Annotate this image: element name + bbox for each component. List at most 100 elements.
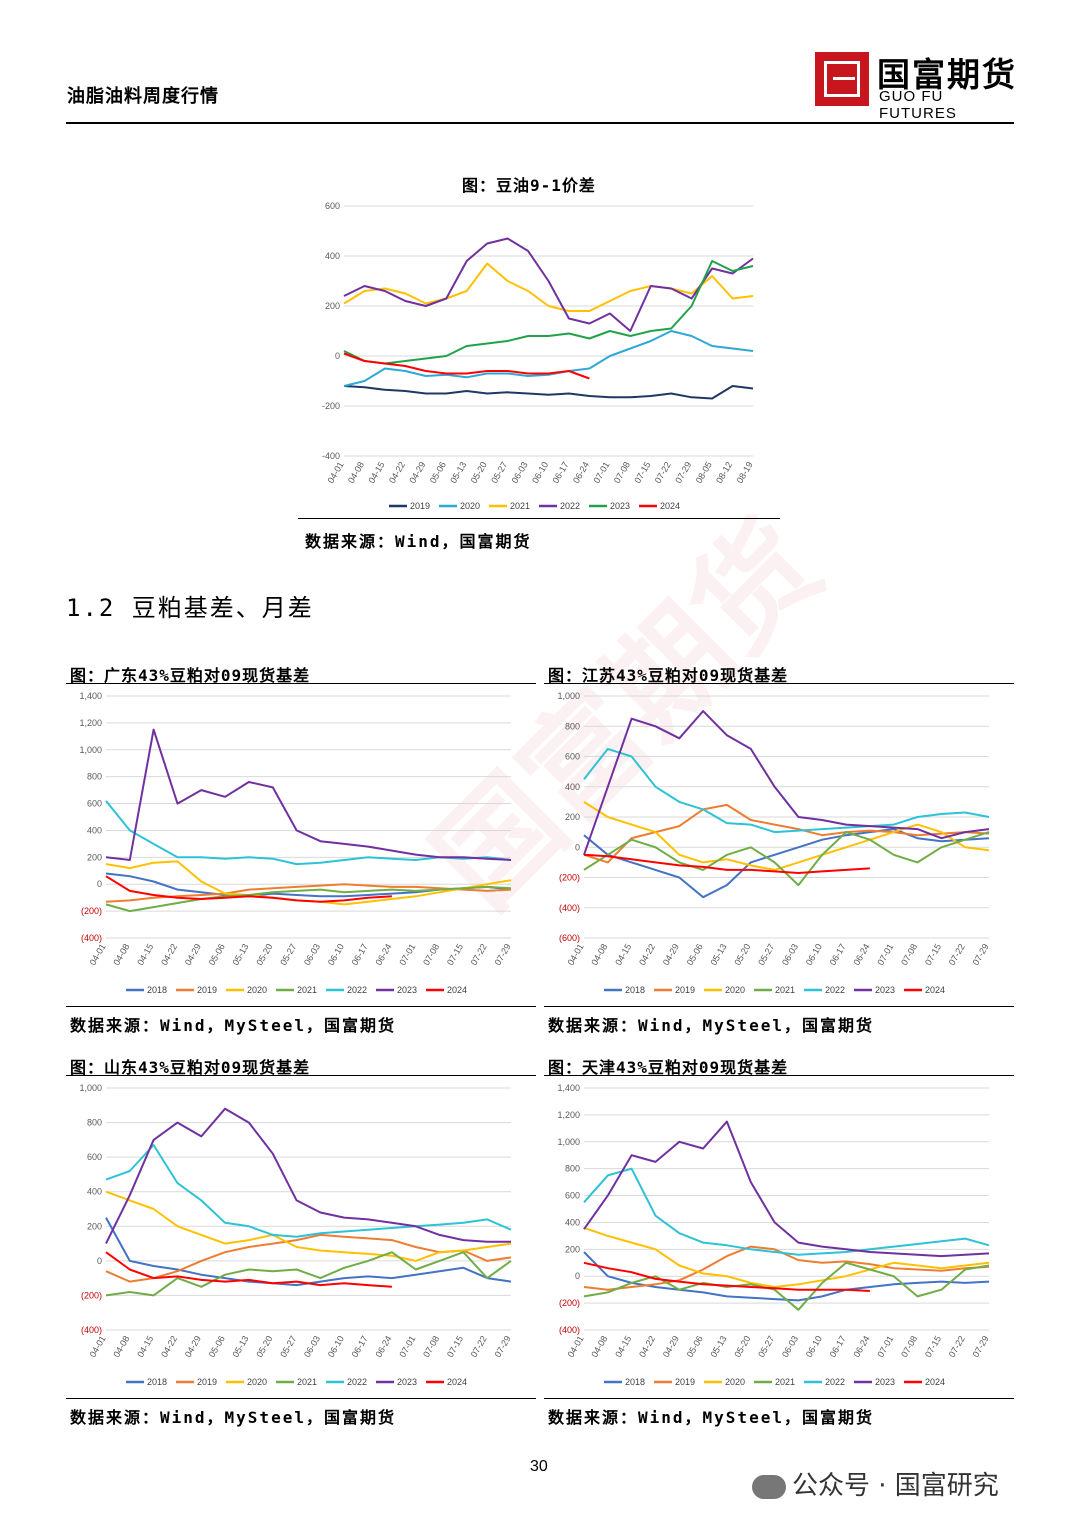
c5-series-2024 bbox=[583, 1261, 870, 1292]
c2-y-tick-label: (400) bbox=[81, 933, 102, 943]
c4-legend-label: 2023 bbox=[397, 1377, 417, 1387]
c4-y-tick-label: 0 bbox=[97, 1256, 102, 1266]
c3-legend-label: 2022 bbox=[825, 985, 845, 995]
c3-series-2024 bbox=[583, 853, 870, 874]
c3-x-tick-label: 06-10 bbox=[804, 942, 824, 967]
c1-x-tick-label: 07-08 bbox=[612, 460, 632, 485]
c2-y-tick-label: 0 bbox=[97, 879, 102, 889]
chart2-top-rule bbox=[66, 683, 536, 684]
c1-series-2024 bbox=[343, 352, 590, 380]
c1-series-2023 bbox=[343, 260, 754, 365]
c4-x-tick-label: 07-22 bbox=[469, 1334, 489, 1359]
c2-x-tick-label: 04-15 bbox=[135, 942, 155, 967]
c2-x-tick-label: 07-29 bbox=[493, 942, 513, 967]
c5-x-tick-label: 05-06 bbox=[685, 1334, 705, 1359]
c1-x-tick-label: 07-22 bbox=[653, 460, 673, 485]
c3-x-tick-label: 07-01 bbox=[875, 942, 895, 967]
c2-y-tick-label: 1,000 bbox=[79, 745, 102, 755]
c1-legend-label: 2022 bbox=[560, 501, 580, 511]
c2-legend-label: 2021 bbox=[297, 985, 317, 995]
c2-series-2018 bbox=[105, 872, 512, 898]
c1-x-tick-label: 04-22 bbox=[387, 460, 407, 485]
wechat-label: 公众号 · 国富研究 bbox=[792, 1471, 999, 1501]
c4-series-2021 bbox=[105, 1251, 512, 1297]
c5-legend-label: 2023 bbox=[875, 1377, 895, 1387]
c2-y-tick-label: 600 bbox=[87, 799, 102, 809]
c3-y-tick-label: 200 bbox=[565, 812, 580, 822]
chart3-bottom-rule bbox=[544, 1006, 1014, 1007]
c1-x-tick-label: 08-19 bbox=[735, 460, 755, 485]
c4-x-tick-label: 04-01 bbox=[88, 1334, 108, 1359]
c4-series-2023 bbox=[105, 1107, 511, 1245]
c3-x-tick-label: 05-27 bbox=[756, 942, 776, 967]
c2-x-tick-label: 06-24 bbox=[373, 942, 393, 967]
c2-series-2023 bbox=[105, 728, 512, 861]
c4-legend-label: 2018 bbox=[147, 1377, 167, 1387]
c1-legend-label: 2019 bbox=[410, 501, 430, 511]
c1-series-2021 bbox=[343, 262, 754, 312]
c3-x-tick-label: 07-29 bbox=[971, 942, 991, 967]
c1-x-tick-label: 07-29 bbox=[673, 460, 693, 485]
c1-x-tick-label: 06-24 bbox=[571, 460, 591, 485]
c4-x-tick-label: 04-22 bbox=[159, 1334, 179, 1359]
c4-x-tick-label: 04-08 bbox=[111, 1334, 131, 1359]
c4-x-tick-label: 04-29 bbox=[183, 1334, 203, 1359]
c1-x-tick-label: 05-06 bbox=[428, 460, 448, 485]
c2-y-tick-label: 1,400 bbox=[79, 691, 102, 701]
c2-legend-label: 2018 bbox=[147, 985, 167, 995]
c5-x-tick-label: 06-17 bbox=[828, 1334, 848, 1359]
chart4-title: 图：山东43%豆粕对09现货基差 bbox=[70, 1058, 311, 1077]
c4-y-tick-label: 200 bbox=[87, 1221, 102, 1231]
c5-y-tick-label: 400 bbox=[565, 1217, 580, 1227]
c4-x-tick-label: 05-20 bbox=[254, 1334, 274, 1359]
c4-legend-label: 2019 bbox=[197, 1377, 217, 1387]
c5-y-tick-label: (200) bbox=[559, 1298, 580, 1308]
c5-x-tick-label: 04-15 bbox=[613, 1334, 633, 1359]
c3-x-tick-label: 07-15 bbox=[923, 942, 943, 967]
c2-legend-label: 2022 bbox=[347, 985, 367, 995]
header-divider bbox=[66, 122, 1014, 124]
logo-en-text: GUO FU FUTURES bbox=[879, 88, 957, 122]
c2-x-tick-label: 07-22 bbox=[469, 942, 489, 967]
c5-series-2020 bbox=[583, 1226, 990, 1288]
c2-legend-label: 2024 bbox=[447, 985, 467, 995]
c5-legend-label: 2022 bbox=[825, 1377, 845, 1387]
c3-legend-label: 2021 bbox=[775, 985, 795, 995]
c4-series-2024 bbox=[105, 1251, 392, 1288]
c1-x-tick-label: 06-10 bbox=[530, 460, 550, 485]
c4-y-tick-label: 1,000 bbox=[79, 1083, 102, 1093]
c1-x-tick-label: 05-27 bbox=[489, 460, 509, 485]
c5-y-tick-label: 0 bbox=[575, 1271, 580, 1281]
c4-x-tick-label: 06-24 bbox=[373, 1334, 393, 1359]
c2-x-tick-label: 07-08 bbox=[421, 942, 441, 967]
c3-y-tick-label: 400 bbox=[565, 782, 580, 792]
c3-x-tick-label: 07-08 bbox=[899, 942, 919, 967]
c5-series-2022 bbox=[583, 1167, 990, 1256]
c3-x-tick-label: 06-24 bbox=[851, 942, 871, 967]
c3-y-tick-label: 800 bbox=[565, 721, 580, 731]
c1-legend-label: 2023 bbox=[610, 501, 630, 511]
c4-x-tick-label: 06-10 bbox=[326, 1334, 346, 1359]
logo-mark-icon bbox=[815, 52, 869, 106]
c3-series-2022 bbox=[583, 747, 990, 834]
c3-x-tick-label: 05-20 bbox=[732, 942, 752, 967]
c5-legend-label: 2020 bbox=[725, 1377, 745, 1387]
c5-x-tick-label: 07-29 bbox=[971, 1334, 991, 1359]
c5-x-tick-label: 06-03 bbox=[780, 1334, 800, 1359]
c4-y-tick-label: (200) bbox=[81, 1290, 102, 1300]
c4-y-tick-label: 600 bbox=[87, 1152, 102, 1162]
c5-x-tick-label: 07-22 bbox=[947, 1334, 967, 1359]
c4-y-tick-label: 400 bbox=[87, 1187, 102, 1197]
c3-legend-label: 2023 bbox=[875, 985, 895, 995]
c2-x-tick-label: 05-27 bbox=[278, 942, 298, 967]
c3-legend-label: 2020 bbox=[725, 985, 745, 995]
c2-series-2024 bbox=[105, 875, 392, 903]
c5-y-tick-label: 800 bbox=[565, 1164, 580, 1174]
c2-x-tick-label: 04-01 bbox=[88, 942, 108, 967]
c4-y-tick-label: (400) bbox=[81, 1325, 102, 1335]
c3-y-tick-label: 1,000 bbox=[557, 691, 580, 701]
chart4-bottom-rule bbox=[66, 1398, 536, 1399]
c3-y-tick-label: (600) bbox=[559, 933, 580, 943]
c3-series-2021 bbox=[583, 831, 990, 887]
c5-legend-label: 2024 bbox=[925, 1377, 945, 1387]
